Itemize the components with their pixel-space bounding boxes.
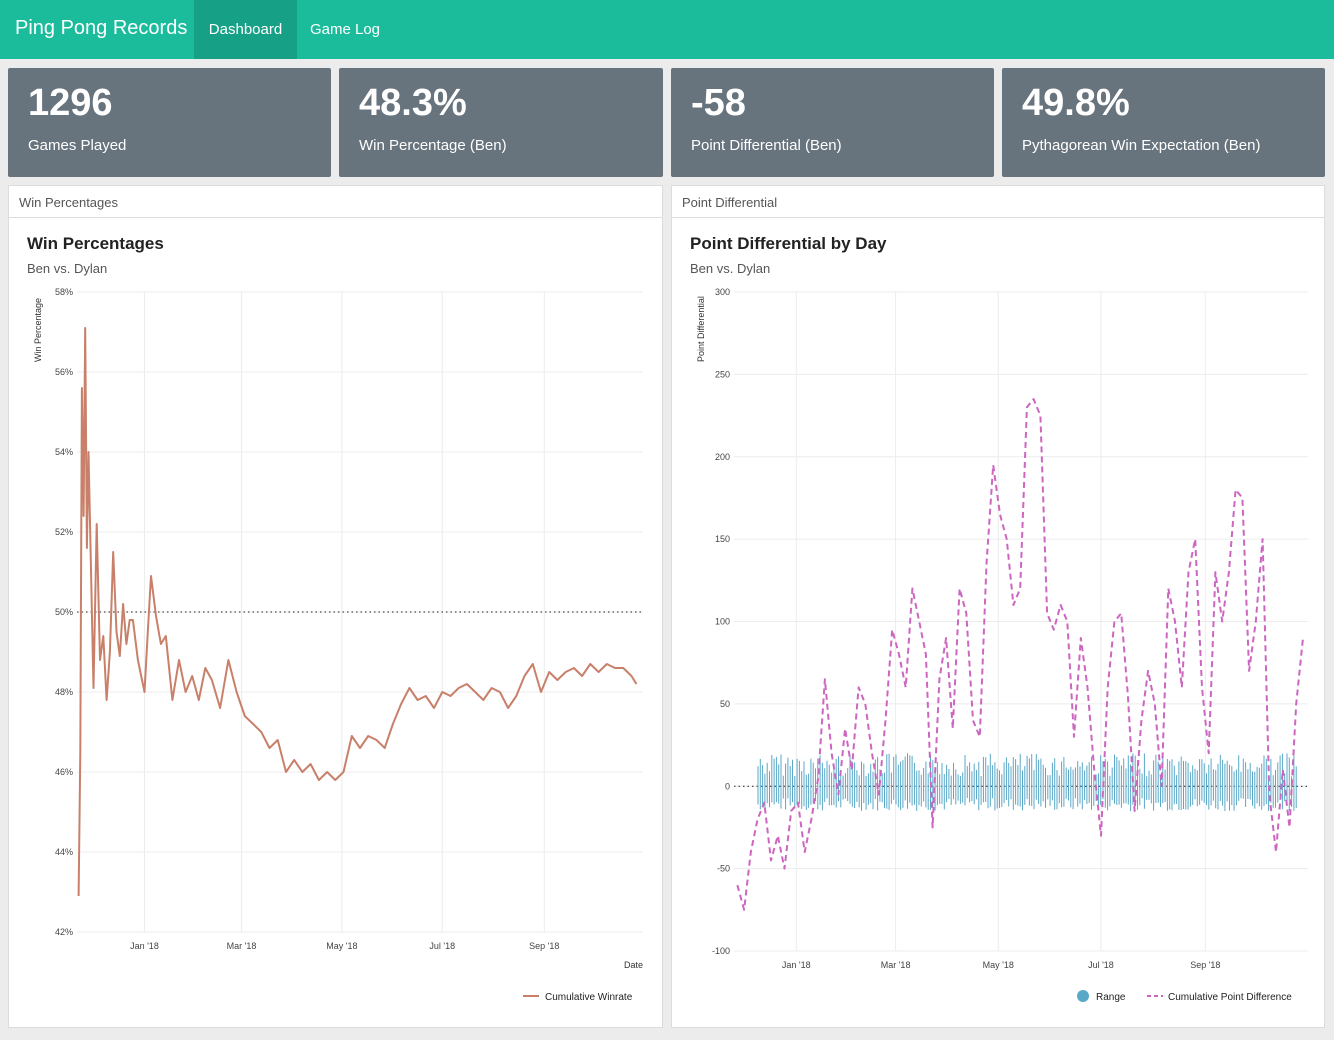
x-tick-label: May '18 bbox=[983, 960, 1014, 970]
y-tick-label: 100 bbox=[715, 617, 730, 627]
y-axis-label: Point Differential bbox=[696, 296, 706, 362]
x-tick-label: Jul '18 bbox=[429, 941, 455, 951]
x-tick-label: May '18 bbox=[326, 941, 357, 951]
value-box-label: Win Percentage (Ben) bbox=[359, 137, 507, 154]
x-tick-label: Jan '18 bbox=[130, 941, 159, 951]
x-tick-label: Mar '18 bbox=[227, 941, 257, 951]
y-tick-label: 0 bbox=[725, 781, 730, 791]
y-tick-label: 58% bbox=[55, 287, 73, 297]
value-box-win-percentage: 48.3% Win Percentage (Ben) bbox=[339, 68, 663, 177]
y-tick-label: 56% bbox=[55, 367, 73, 377]
legend-swatch-range bbox=[1077, 990, 1089, 1002]
x-tick-label: Jul '18 bbox=[1088, 960, 1114, 970]
y-tick-label: 50 bbox=[720, 699, 730, 709]
legend-label-cumulative-point-difference: Cumulative Point Difference bbox=[1168, 992, 1292, 1003]
x-axis-label: Date bbox=[624, 960, 643, 970]
y-tick-label: -50 bbox=[717, 864, 730, 874]
navbar: Ping Pong Records Dashboard Game Log bbox=[0, 0, 1334, 59]
y-tick-label: 46% bbox=[55, 767, 73, 777]
y-tick-label: -100 bbox=[712, 946, 730, 956]
y-tick-label: 52% bbox=[55, 527, 73, 537]
value-box-label: Pythagorean Win Expectation (Ben) bbox=[1022, 137, 1260, 154]
series-line-cumulative-point-difference bbox=[737, 399, 1303, 910]
panel-win-percentages: Win Percentages Win Percentages Ben vs. … bbox=[8, 185, 663, 1028]
value-box-games-played: 1296 Games Played bbox=[8, 68, 331, 177]
x-tick-label: Mar '18 bbox=[881, 960, 911, 970]
tab-game-log[interactable]: Game Log bbox=[297, 0, 393, 59]
brand-title[interactable]: Ping Pong Records bbox=[15, 17, 187, 40]
y-tick-label: 50% bbox=[55, 607, 73, 617]
panel-point-differential: Point Differential Point Differential by… bbox=[671, 185, 1325, 1028]
x-tick-label: Sep '18 bbox=[529, 941, 559, 951]
legend-label-range: Range bbox=[1096, 992, 1126, 1003]
value-box-value: 48.3% bbox=[359, 82, 467, 125]
legend-label-cumulative-winrate: Cumulative Winrate bbox=[545, 992, 633, 1003]
value-box-label: Games Played bbox=[28, 137, 126, 154]
y-axis-label: Win Percentage bbox=[33, 298, 43, 362]
y-tick-label: 48% bbox=[55, 687, 73, 697]
y-tick-label: 150 bbox=[715, 534, 730, 544]
value-box-value: 1296 bbox=[28, 82, 113, 125]
y-tick-label: 54% bbox=[55, 447, 73, 457]
value-box-pythagorean: 49.8% Pythagorean Win Expectation (Ben) bbox=[1002, 68, 1325, 177]
y-tick-label: 42% bbox=[55, 927, 73, 937]
x-tick-label: Jan '18 bbox=[782, 960, 811, 970]
value-box-point-differential: -58 Point Differential (Ben) bbox=[671, 68, 994, 177]
x-tick-label: Sep '18 bbox=[1190, 960, 1220, 970]
point-differential-chart[interactable]: -100 -50 0 50 100 150 200 250 300 Jan '18 Mar '18 M… bbox=[672, 186, 1326, 1029]
y-tick-label: 200 bbox=[715, 452, 730, 462]
tab-dashboard[interactable]: Dashboard bbox=[194, 0, 297, 59]
y-tick-label: 44% bbox=[55, 847, 73, 857]
win-percentage-chart[interactable]: 42% 44% 46% 48% 50% 52% 54% 56% 58% Jan '18 Mar '1… bbox=[9, 186, 664, 1029]
value-box-value: 49.8% bbox=[1022, 82, 1130, 125]
y-tick-label: 250 bbox=[715, 369, 730, 379]
value-box-value: -58 bbox=[691, 82, 746, 125]
value-box-label: Point Differential (Ben) bbox=[691, 137, 842, 154]
y-tick-label: 300 bbox=[715, 287, 730, 297]
